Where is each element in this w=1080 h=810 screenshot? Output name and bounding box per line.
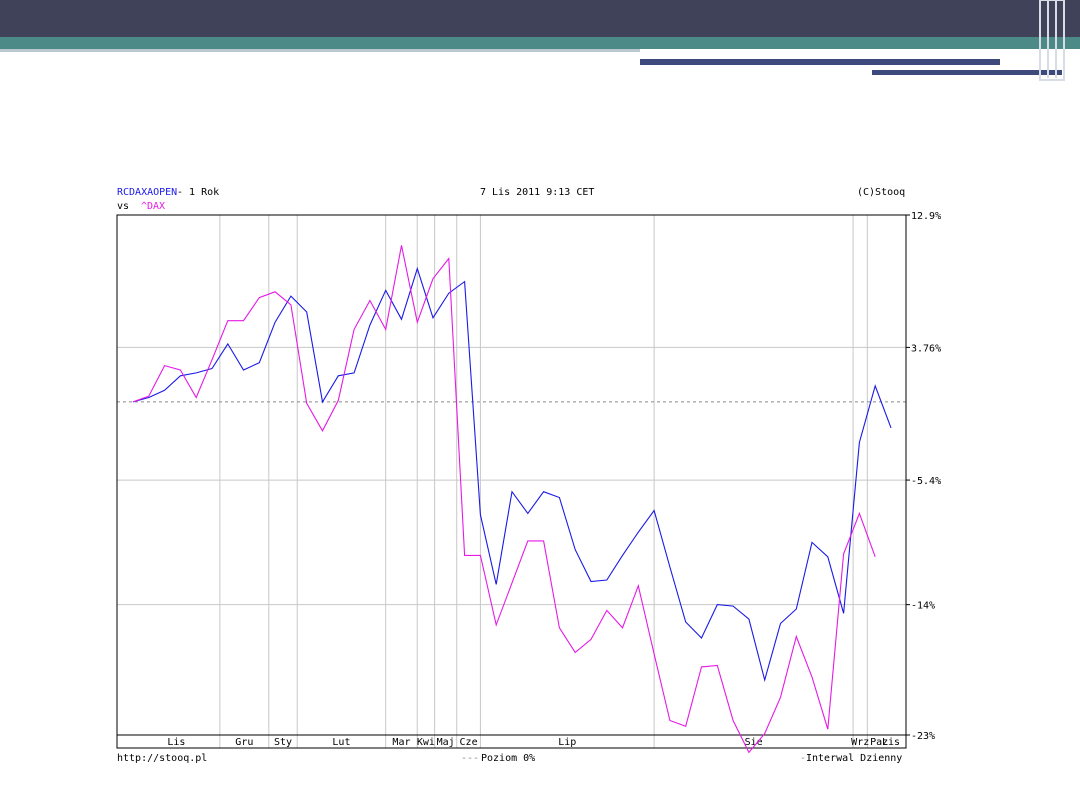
footer-interval-marker: - — [800, 753, 806, 764]
x-tick-label: Wrz — [851, 737, 869, 748]
x-tick-label: Sie — [745, 737, 763, 748]
y-tick-label: -5.4% — [911, 476, 941, 487]
x-tick-label: Lut — [332, 737, 350, 748]
x-tick-label: Mar — [392, 737, 410, 748]
banner-light-strip — [0, 49, 640, 52]
header-symbol: RCDAXAOPEN — [117, 187, 177, 198]
plot-area: 12.9% 3.76% -5.4% -14% -23% Lis Gru Sty Lut Mar Kw… — [116, 211, 941, 754]
x-tick-label: Cze — [460, 737, 478, 748]
header-period: - 1 Rok — [177, 187, 219, 198]
series-line-rcdaxaopen — [132, 266, 892, 683]
banner-dark-bar — [0, 0, 1080, 37]
series-line-dax — [132, 245, 876, 754]
footer-source: http://stooq.pl — [117, 753, 207, 764]
banner-navy-line-2 — [872, 70, 1062, 75]
banner-teal-bar — [0, 37, 1080, 49]
y-tick-label: -14% — [911, 601, 935, 612]
x-tick-label: Kwi — [417, 737, 435, 748]
footer-zero-legend-marker: --- — [461, 753, 479, 764]
x-tick-label: Paz — [870, 737, 888, 748]
plot-frame — [116, 214, 907, 749]
y-tick-label: 3.76% — [911, 343, 941, 354]
x-tick-label: Lis — [167, 737, 185, 748]
banner-corner-lines — [1039, 0, 1065, 81]
header-compare-symbol: ^DAX — [141, 201, 165, 212]
header-copyright: (C)Stooq — [857, 187, 905, 198]
slide-banner — [0, 0, 1080, 81]
footer-zero-legend: Poziom 0% — [481, 753, 535, 764]
x-tick-label: Lip — [558, 737, 576, 748]
y-tick-label: 12.9% — [911, 211, 941, 222]
header-datetime: 7 Lis 2011 9:13 CET — [480, 187, 594, 198]
footer-interval: Interwal Dzienny — [806, 753, 902, 764]
banner-navy-line-1 — [640, 59, 1000, 65]
x-tick-label: Gru — [235, 737, 253, 748]
y-tick-label: -23% — [911, 731, 935, 742]
header-vs: vs — [117, 201, 129, 212]
x-tick-label: Lis — [882, 737, 900, 748]
x-tick-label: Maj — [437, 737, 455, 748]
x-tick-label: Sty — [274, 737, 292, 748]
